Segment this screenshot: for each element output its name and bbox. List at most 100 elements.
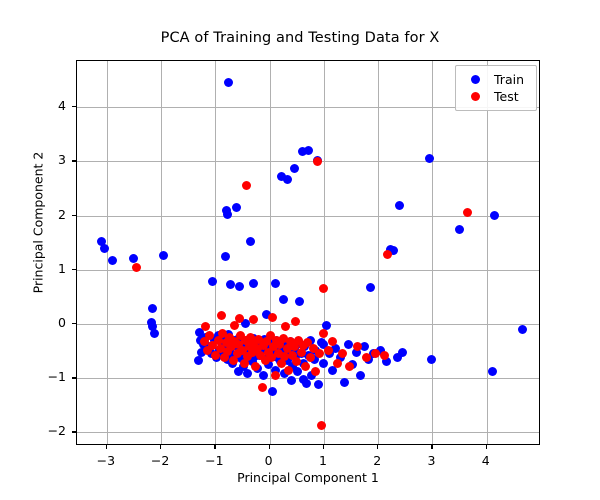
y-tick-mark [72, 377, 76, 379]
scatter-point-test [247, 347, 257, 357]
scatter-point-train [343, 340, 353, 350]
scatter-point-train [351, 347, 361, 357]
scatter-point-train [388, 245, 398, 255]
scatter-point-train [297, 147, 307, 157]
scatter-point-test [303, 338, 313, 348]
x-tick-label: 0 [264, 453, 273, 468]
x-tick-label: 4 [481, 453, 490, 468]
x-tick-label: −1 [205, 453, 224, 468]
scatter-point-train [243, 369, 253, 379]
scatter-point-train [240, 319, 250, 329]
scatter-point-test [248, 315, 258, 325]
scatter-point-train [197, 347, 207, 357]
scatter-point-test [249, 338, 259, 348]
scatter-point-test [216, 343, 226, 353]
x-tick-label: 1 [318, 453, 327, 468]
scatter-point-train [425, 154, 435, 164]
scatter-point-test [345, 361, 355, 371]
y-tick-label: 1 [58, 260, 66, 276]
scatter-point-test [201, 322, 211, 332]
scatter-point-test [285, 337, 295, 347]
gridline-horizontal [77, 269, 539, 271]
scatter-point-test [281, 322, 291, 332]
scatter-point-train [107, 256, 117, 266]
scatter-point-train [267, 387, 277, 397]
scatter-point-test [380, 350, 390, 360]
scatter-point-test [132, 262, 142, 272]
scatter-point-train [208, 277, 218, 287]
scatter-point-train [331, 343, 341, 353]
scatter-point-train [129, 253, 139, 263]
scatter-point-train [295, 296, 304, 306]
scatter-point-train [246, 236, 256, 246]
scatter-point-train [283, 356, 293, 366]
scatter-point-test [312, 156, 322, 166]
scatter-point-train [278, 295, 288, 305]
y-tick-mark [72, 431, 76, 433]
gridline-horizontal [77, 107, 539, 109]
y-tick-label: −2 [47, 423, 66, 439]
scatter-point-train [392, 353, 402, 363]
scatter-point-test [370, 349, 380, 359]
gridline-horizontal [77, 215, 539, 217]
scatter-point-train [313, 380, 323, 390]
scatter-point-train [233, 367, 243, 377]
gridline-vertical [215, 61, 217, 444]
scatter-point-train [150, 328, 160, 338]
scatter-point-test [254, 334, 264, 344]
y-tick-label: −1 [47, 369, 66, 385]
scatter-point-test [251, 361, 261, 371]
scatter-point-train [426, 354, 436, 364]
scatter-point-test [280, 352, 290, 362]
scatter-point-test [260, 356, 270, 366]
y-tick-mark [72, 214, 76, 216]
scatter-point-test [221, 338, 231, 348]
y-tick-mark [72, 106, 76, 108]
legend-marker-icon [471, 75, 480, 84]
x-tick-mark [160, 445, 162, 449]
scatter-point-train [455, 224, 465, 234]
scatter-point-train [236, 353, 246, 363]
y-tick-mark [72, 160, 76, 162]
legend-label: Train [494, 72, 524, 87]
gridline-vertical [378, 61, 380, 444]
x-tick-label: −3 [96, 453, 116, 468]
scatter-point-train [270, 278, 280, 288]
scatter-point-train [194, 327, 204, 337]
gridline-horizontal [77, 323, 539, 325]
scatter-point-test [244, 342, 254, 352]
scatter-point-test [294, 335, 304, 345]
scatter-point-train [304, 145, 314, 155]
gridline-horizontal [77, 432, 539, 434]
scatter-point-test [463, 208, 473, 218]
x-tick-mark [105, 445, 108, 449]
scatter-point-test [268, 342, 278, 352]
y-tick-label: 0 [58, 314, 66, 330]
scatter-point-test [229, 320, 239, 330]
scatter-point-test [319, 329, 329, 339]
y-tick-label: 3 [58, 152, 66, 168]
scatter-point-test [202, 345, 212, 355]
scatter-point-train [322, 320, 332, 330]
scatter-point-train [159, 250, 169, 260]
scatter-point-test [241, 335, 251, 345]
scatter-point-test [213, 335, 223, 345]
scatter-point-train [517, 324, 527, 334]
scatter-point-test [300, 361, 310, 371]
scatter-point-test [316, 421, 326, 431]
legend-entry-test[interactable]: Test [462, 88, 530, 105]
scatter-point-test [235, 314, 245, 324]
x-tick-mark [214, 445, 216, 449]
x-tick-mark [485, 445, 488, 449]
scatter-point-train [258, 371, 268, 380]
scatter-point-train [298, 374, 308, 384]
scatter-point-train [287, 361, 297, 371]
scatter-point-train [381, 357, 391, 367]
scatter-point-test [239, 358, 249, 368]
legend-entry-train[interactable]: Train [462, 71, 530, 88]
scatter-point-train [222, 209, 232, 219]
y-tick-mark [72, 268, 76, 271]
scatter-point-test [205, 331, 215, 341]
scatter-point-train [220, 251, 230, 261]
